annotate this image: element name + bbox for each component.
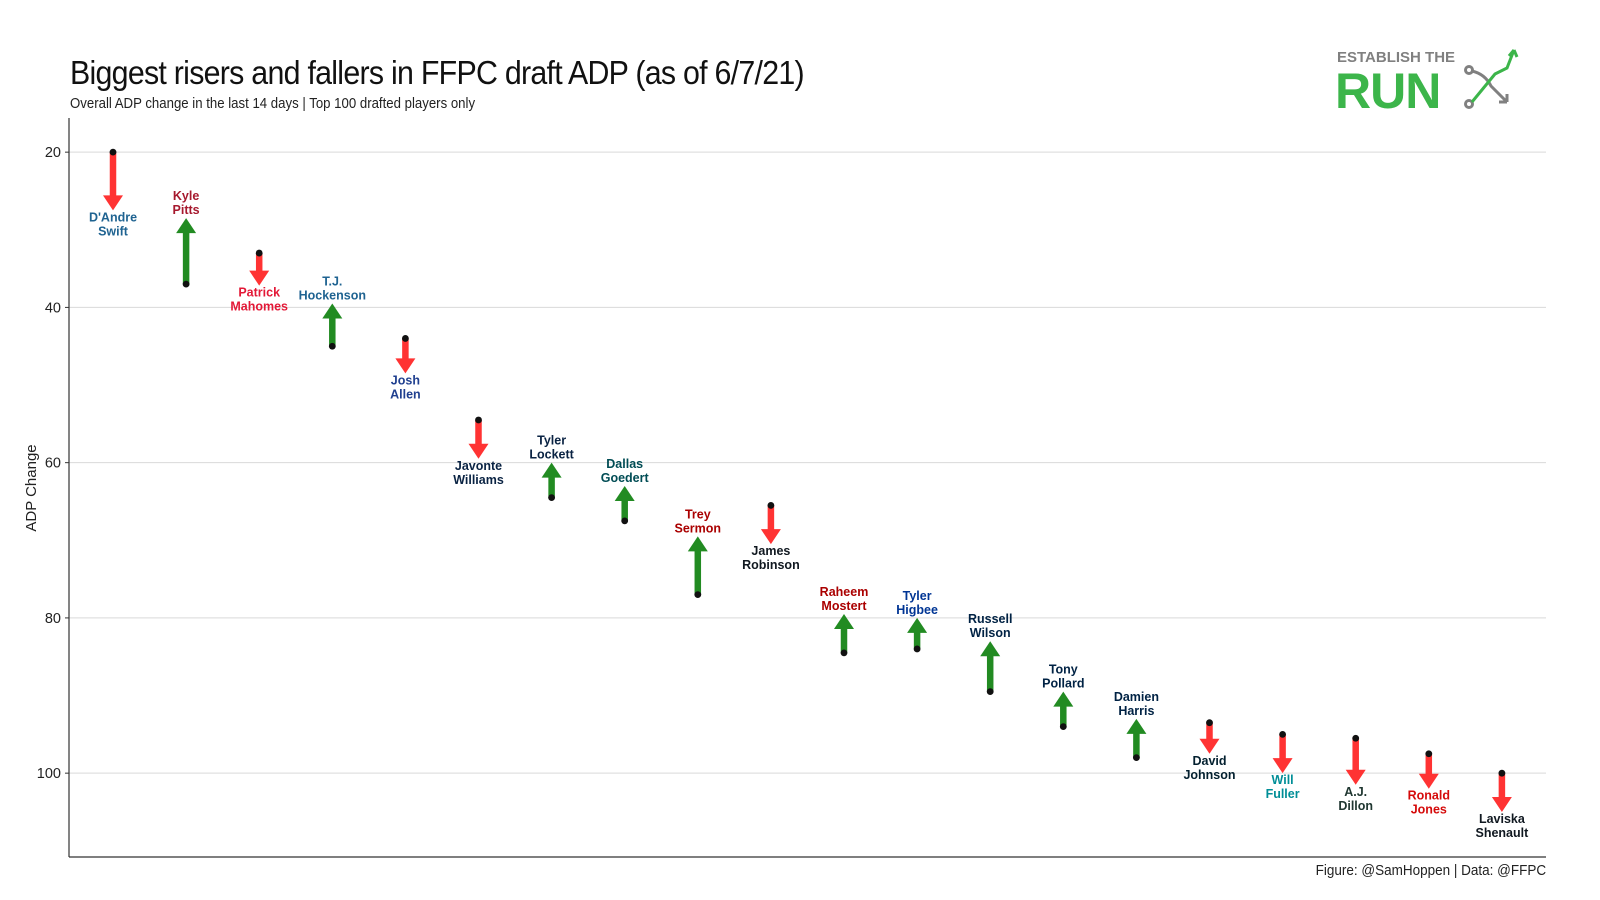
player-arrow: Laviska Shenault (1476, 769, 1530, 840)
player-arrow: Will Fuller (1266, 730, 1300, 801)
player-arrow: D'Andre Swift (89, 148, 137, 238)
arrow-head (760, 529, 781, 545)
y-axis-ticks: 20 40 60 80 100 (37, 145, 69, 782)
arrow-head (1418, 773, 1439, 789)
start-dot (1498, 769, 1506, 777)
arrow-head (687, 536, 708, 552)
player-arrow: Kyle Pitts (173, 189, 200, 288)
start-dot (1059, 723, 1067, 730)
chart-subtitle: Overall ADP change in the last 14 days |… (70, 95, 476, 112)
arrow-head (834, 614, 854, 630)
player-label: Dallas Goedert (601, 457, 650, 485)
arrow-head (614, 485, 635, 501)
arrow-head (1199, 738, 1220, 754)
arrow-head (1491, 796, 1512, 812)
player-label: Tyler Lockett (529, 434, 574, 462)
chart-title: Biggest risers and fallers in FFPC draft… (70, 54, 805, 91)
arrow-head (1126, 718, 1147, 734)
player-label: Will Fuller (1266, 773, 1300, 801)
logo-line1: ESTABLISH THE (1337, 49, 1455, 66)
player-label: Russell Wilson (968, 612, 1012, 640)
start-dot (328, 342, 336, 350)
player-label: T.J. Hockenson (299, 275, 366, 303)
player-arrow: Trey Sermon (675, 507, 722, 599)
start-dot (1425, 750, 1433, 758)
player-arrow: T.J. Hockenson (299, 275, 366, 350)
start-dot (255, 249, 263, 257)
player-label: Tony Pollard (1042, 663, 1084, 691)
arrow-head (907, 617, 928, 633)
y-tick-label: 20 (45, 145, 61, 161)
arrow-head (249, 270, 270, 286)
start-dot (767, 501, 775, 509)
start-dot (475, 416, 482, 424)
start-dot (548, 494, 555, 501)
player-arrow: Ronald Jones (1408, 750, 1450, 817)
arrow-head (980, 641, 1001, 657)
start-dot (694, 591, 702, 599)
player-arrow: Javonte Williams (453, 416, 504, 487)
player-arrow: Tyler Higbee (896, 589, 938, 653)
start-dot (109, 148, 117, 156)
y-tick-label: 100 (37, 766, 61, 782)
gridlines (69, 151, 1546, 774)
player-label: Josh Allen (390, 373, 421, 401)
arrow-head (322, 303, 343, 319)
player-arrow: Raheem Mostert (820, 585, 869, 657)
player-arrow: A.J. Dillon (1338, 734, 1373, 813)
arrow-head (541, 462, 562, 478)
start-dot (182, 280, 190, 288)
start-dot (840, 649, 848, 657)
arrow-head (395, 358, 416, 374)
player-arrow: Damien Harris (1114, 690, 1159, 762)
start-dot (402, 335, 409, 342)
player-label: Damien Harris (1114, 690, 1159, 718)
player-label: Tyler Higbee (896, 589, 938, 617)
start-dot (1279, 730, 1286, 738)
start-dot (621, 517, 629, 525)
y-axis-label: ADP Change (23, 444, 40, 531)
player-label: Trey Sermon (675, 507, 722, 535)
player-label: Raheem Mostert (820, 585, 869, 613)
start-dot (1133, 754, 1140, 762)
player-arrow: Dallas Goedert (601, 457, 650, 525)
logo-line2: RUN (1335, 63, 1440, 116)
chart-caption: Figure: @SamHoppen | Data: @FFPC (1315, 862, 1546, 879)
player-arrow: Tyler Lockett (529, 434, 575, 501)
player-arrows: D'Andre Swift Kyle Pitts Patrick Mahomes T.J. H… (89, 148, 1530, 840)
y-tick-label: 80 (45, 611, 61, 627)
player-label: Ronald Jones (1408, 789, 1450, 817)
start-dot (986, 688, 994, 696)
player-arrow: Russell Wilson (968, 612, 1012, 696)
player-arrow: David Johnson (1183, 719, 1236, 782)
y-tick-label: 40 (45, 300, 61, 316)
player-label: D'Andre Swift (89, 210, 137, 238)
arrow-head (468, 443, 489, 459)
player-label: Patrick Mahomes (230, 286, 288, 314)
player-label: James Robinson (742, 544, 800, 572)
start-dot (913, 645, 921, 653)
start-dot (1206, 719, 1213, 727)
player-arrow: Tony Pollard (1042, 663, 1084, 730)
player-label: A.J. Dillon (1338, 785, 1373, 813)
logo-play-arrows-icon (1464, 49, 1519, 109)
arrow-head (103, 195, 123, 211)
player-label: Javonte Williams (453, 459, 504, 487)
player-arrow: Josh Allen (390, 335, 421, 401)
player-label: Laviska Shenault (1476, 812, 1530, 840)
player-arrow: Patrick Mahomes (230, 249, 288, 314)
arrow-head (1345, 769, 1366, 785)
establish-the-run-logo: ESTABLISH THE RUN (1335, 49, 1519, 116)
arrow-head (176, 218, 197, 234)
player-label: David Johnson (1183, 754, 1235, 782)
player-arrow: James Robinson (742, 501, 800, 572)
start-dot (1352, 734, 1360, 742)
player-label: Kyle Pitts (173, 189, 200, 217)
arrow-head (1053, 691, 1074, 707)
y-tick-label: 60 (45, 456, 61, 472)
arrow-head (1272, 758, 1293, 774)
